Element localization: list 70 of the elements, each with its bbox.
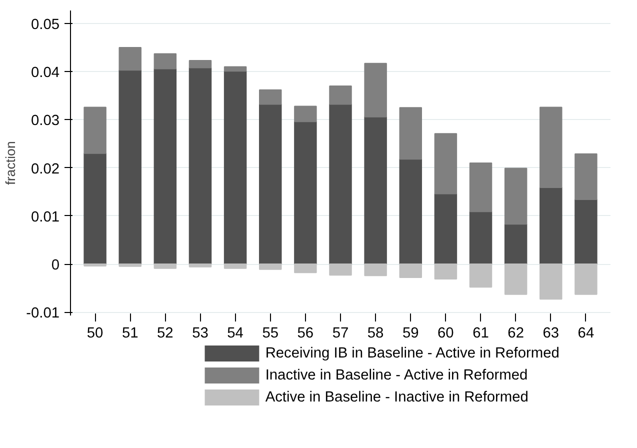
bar (364, 62, 387, 118)
bar (329, 264, 352, 276)
y-tick-label: -0.01 (26, 306, 60, 322)
y-tick-label: 0.03 (30, 113, 60, 130)
bar (469, 264, 492, 288)
bar (504, 264, 528, 295)
bar (188, 67, 212, 265)
x-tick-label: 52 (157, 326, 174, 342)
bar (434, 133, 458, 194)
bar (294, 106, 317, 122)
bar (118, 70, 142, 265)
bar (84, 106, 106, 154)
x-tick-label: 57 (332, 326, 349, 342)
bar (399, 158, 422, 265)
bar (469, 162, 492, 212)
bar (294, 121, 317, 265)
x-tick-label: 50 (86, 326, 104, 342)
legend-label: Receiving IB in Baseline - Active in Reformed (265, 346, 560, 362)
x-tick-label: 64 (578, 326, 594, 342)
bar (154, 68, 177, 265)
x-tick-label: 54 (227, 326, 244, 342)
y-tick-label: 0.02 (30, 161, 60, 178)
bar (540, 264, 562, 300)
bar (154, 53, 177, 70)
x-tick-label: 63 (542, 326, 560, 342)
legend-label: Inactive in Baseline - Active in Reformed (265, 368, 528, 384)
x-tick-label: 53 (192, 326, 208, 342)
bar (399, 107, 422, 160)
y-tick-label: 0.01 (30, 209, 60, 226)
x-tick-label: 62 (508, 326, 524, 342)
x-tick-label: 51 (122, 326, 138, 342)
bar (329, 104, 352, 265)
bar (224, 70, 247, 265)
bar (154, 264, 177, 269)
bar (574, 199, 598, 265)
bar (469, 211, 492, 265)
x-tick-label: 59 (402, 326, 419, 342)
bar (188, 264, 212, 268)
y-tick-label: 0.05 (30, 16, 60, 33)
bar (118, 264, 142, 267)
x-tick-label: 60 (438, 326, 454, 342)
bar (259, 104, 282, 265)
x-tick-label: 58 (367, 326, 384, 342)
bar (504, 168, 528, 225)
bar (574, 153, 598, 200)
y-tick-label: 0 (51, 258, 60, 274)
bar (364, 264, 387, 276)
x-tick-label: 55 (262, 326, 279, 342)
bar (434, 264, 458, 280)
bar (259, 89, 282, 105)
bar (364, 116, 387, 265)
legend-label: Active in Baseline - Inactive in Reformed (265, 390, 528, 406)
bar (259, 264, 282, 270)
bar (188, 60, 212, 68)
bar (118, 47, 142, 71)
bar (224, 66, 247, 72)
bar (540, 106, 562, 188)
bar (294, 264, 317, 274)
bar (540, 187, 562, 265)
y-axis-title: fraction (3, 141, 18, 185)
bar (574, 264, 598, 295)
bar (399, 264, 422, 278)
x-tick-label: 61 (472, 326, 489, 342)
bar (504, 224, 528, 265)
x-tick-label: 56 (297, 326, 314, 342)
bar (329, 86, 352, 105)
bar (84, 152, 106, 265)
y-tick-label: 0.04 (30, 65, 60, 82)
bar (224, 264, 247, 269)
bar (434, 193, 458, 265)
